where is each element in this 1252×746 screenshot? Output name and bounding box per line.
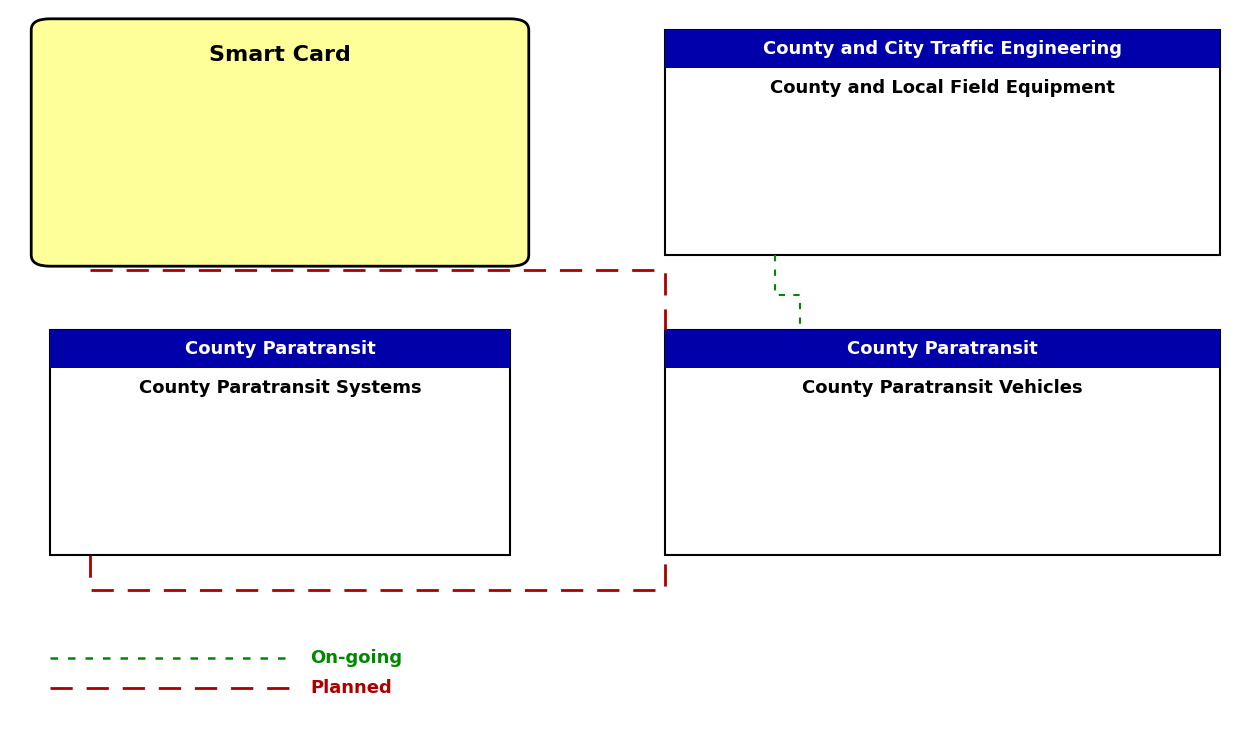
Bar <box>665 330 1219 555</box>
Text: On-going: On-going <box>310 649 402 667</box>
Text: County Paratransit: County Paratransit <box>184 340 376 358</box>
Bar <box>665 30 1219 68</box>
Bar <box>665 30 1219 255</box>
Text: County Paratransit: County Paratransit <box>848 340 1038 358</box>
Text: County and City Traffic Engineering: County and City Traffic Engineering <box>762 40 1122 58</box>
FancyBboxPatch shape <box>31 19 528 266</box>
Text: County Paratransit Vehicles: County Paratransit Vehicles <box>803 379 1083 397</box>
Text: Planned: Planned <box>310 679 392 697</box>
Bar <box>50 330 510 555</box>
Text: County and Local Field Equipment: County and Local Field Equipment <box>770 79 1116 97</box>
Bar <box>665 330 1219 368</box>
Text: Smart Card: Smart Card <box>209 45 351 65</box>
Text: County Paratransit Systems: County Paratransit Systems <box>139 379 422 397</box>
Bar <box>50 330 510 368</box>
